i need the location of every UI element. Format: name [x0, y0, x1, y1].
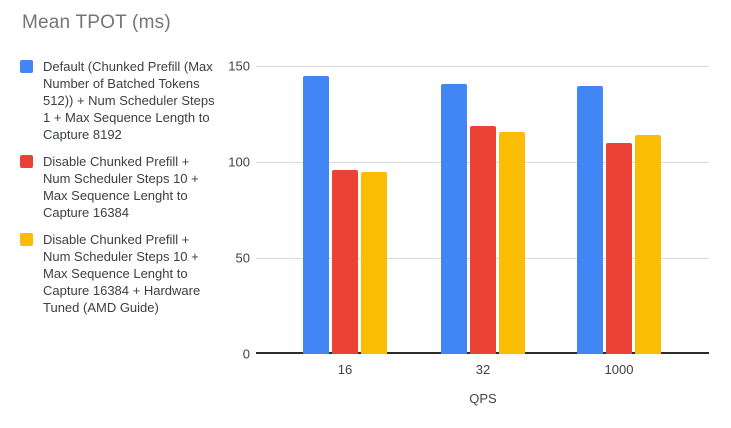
legend-swatch-icon	[20, 233, 33, 246]
y-tick-label-0: 0	[242, 346, 250, 361]
bar-series0-cat-16	[303, 76, 329, 354]
legend-item-0: Default (Chunked Prefill (Max Number of …	[20, 58, 232, 143]
x-tick-label-1000: 1000	[604, 362, 634, 377]
x-tick-label-16: 16	[337, 362, 353, 377]
chart-title: Mean TPOT (ms)	[22, 12, 171, 33]
gridline-150	[256, 66, 709, 67]
bar-group-1000	[577, 66, 661, 354]
bar-series0-cat-1000	[577, 86, 603, 354]
bar-series0-cat-32	[441, 84, 467, 354]
y-tick-label-100: 100	[228, 154, 250, 170]
legend-item-label: Default (Chunked Prefill (Max Number of …	[43, 59, 215, 142]
chart-legend: Default (Chunked Prefill (Max Number of …	[20, 58, 232, 326]
bar-series2-cat-16	[361, 172, 387, 354]
y-tick-label-150: 150	[228, 58, 250, 74]
legend-item-2: Disable Chunked Prefill + Num Scheduler …	[20, 231, 232, 316]
bar-group-16	[303, 66, 387, 354]
legend-item-1: Disable Chunked Prefill + Num Scheduler …	[20, 153, 232, 221]
bar-group-32	[441, 66, 525, 354]
x-axis-title: QPS	[469, 391, 497, 406]
y-tick-label-50: 50	[235, 250, 250, 266]
legend-swatch-icon	[20, 60, 33, 73]
bar-series2-cat-1000	[635, 135, 661, 354]
bar-series2-cat-32	[499, 132, 525, 354]
bar-series1-cat-16	[332, 170, 358, 354]
bar-series1-cat-32	[470, 126, 496, 354]
plot-area	[256, 66, 710, 354]
legend-swatch-icon	[20, 155, 33, 168]
bar-series1-cat-1000	[606, 143, 632, 354]
x-tick-label-32: 32	[475, 362, 491, 377]
legend-item-label: Disable Chunked Prefill + Num Scheduler …	[43, 154, 199, 220]
legend-item-label: Disable Chunked Prefill + Num Scheduler …	[43, 232, 201, 315]
